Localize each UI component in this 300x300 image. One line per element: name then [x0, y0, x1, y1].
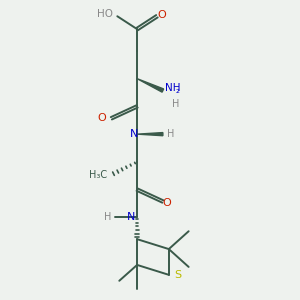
Text: HO: HO	[97, 9, 113, 19]
Text: H: H	[172, 99, 179, 110]
Text: S: S	[174, 270, 181, 280]
Text: N: N	[130, 129, 138, 139]
Polygon shape	[137, 79, 164, 92]
Text: N: N	[127, 212, 135, 222]
Polygon shape	[137, 133, 163, 136]
Text: ₂: ₂	[176, 85, 180, 94]
Text: H: H	[167, 129, 174, 139]
Text: H₃C: H₃C	[89, 170, 107, 180]
Text: O: O	[98, 113, 106, 123]
Text: O: O	[163, 197, 171, 208]
Text: NH: NH	[165, 82, 180, 93]
Text: O: O	[158, 10, 166, 20]
Text: H: H	[104, 212, 111, 222]
